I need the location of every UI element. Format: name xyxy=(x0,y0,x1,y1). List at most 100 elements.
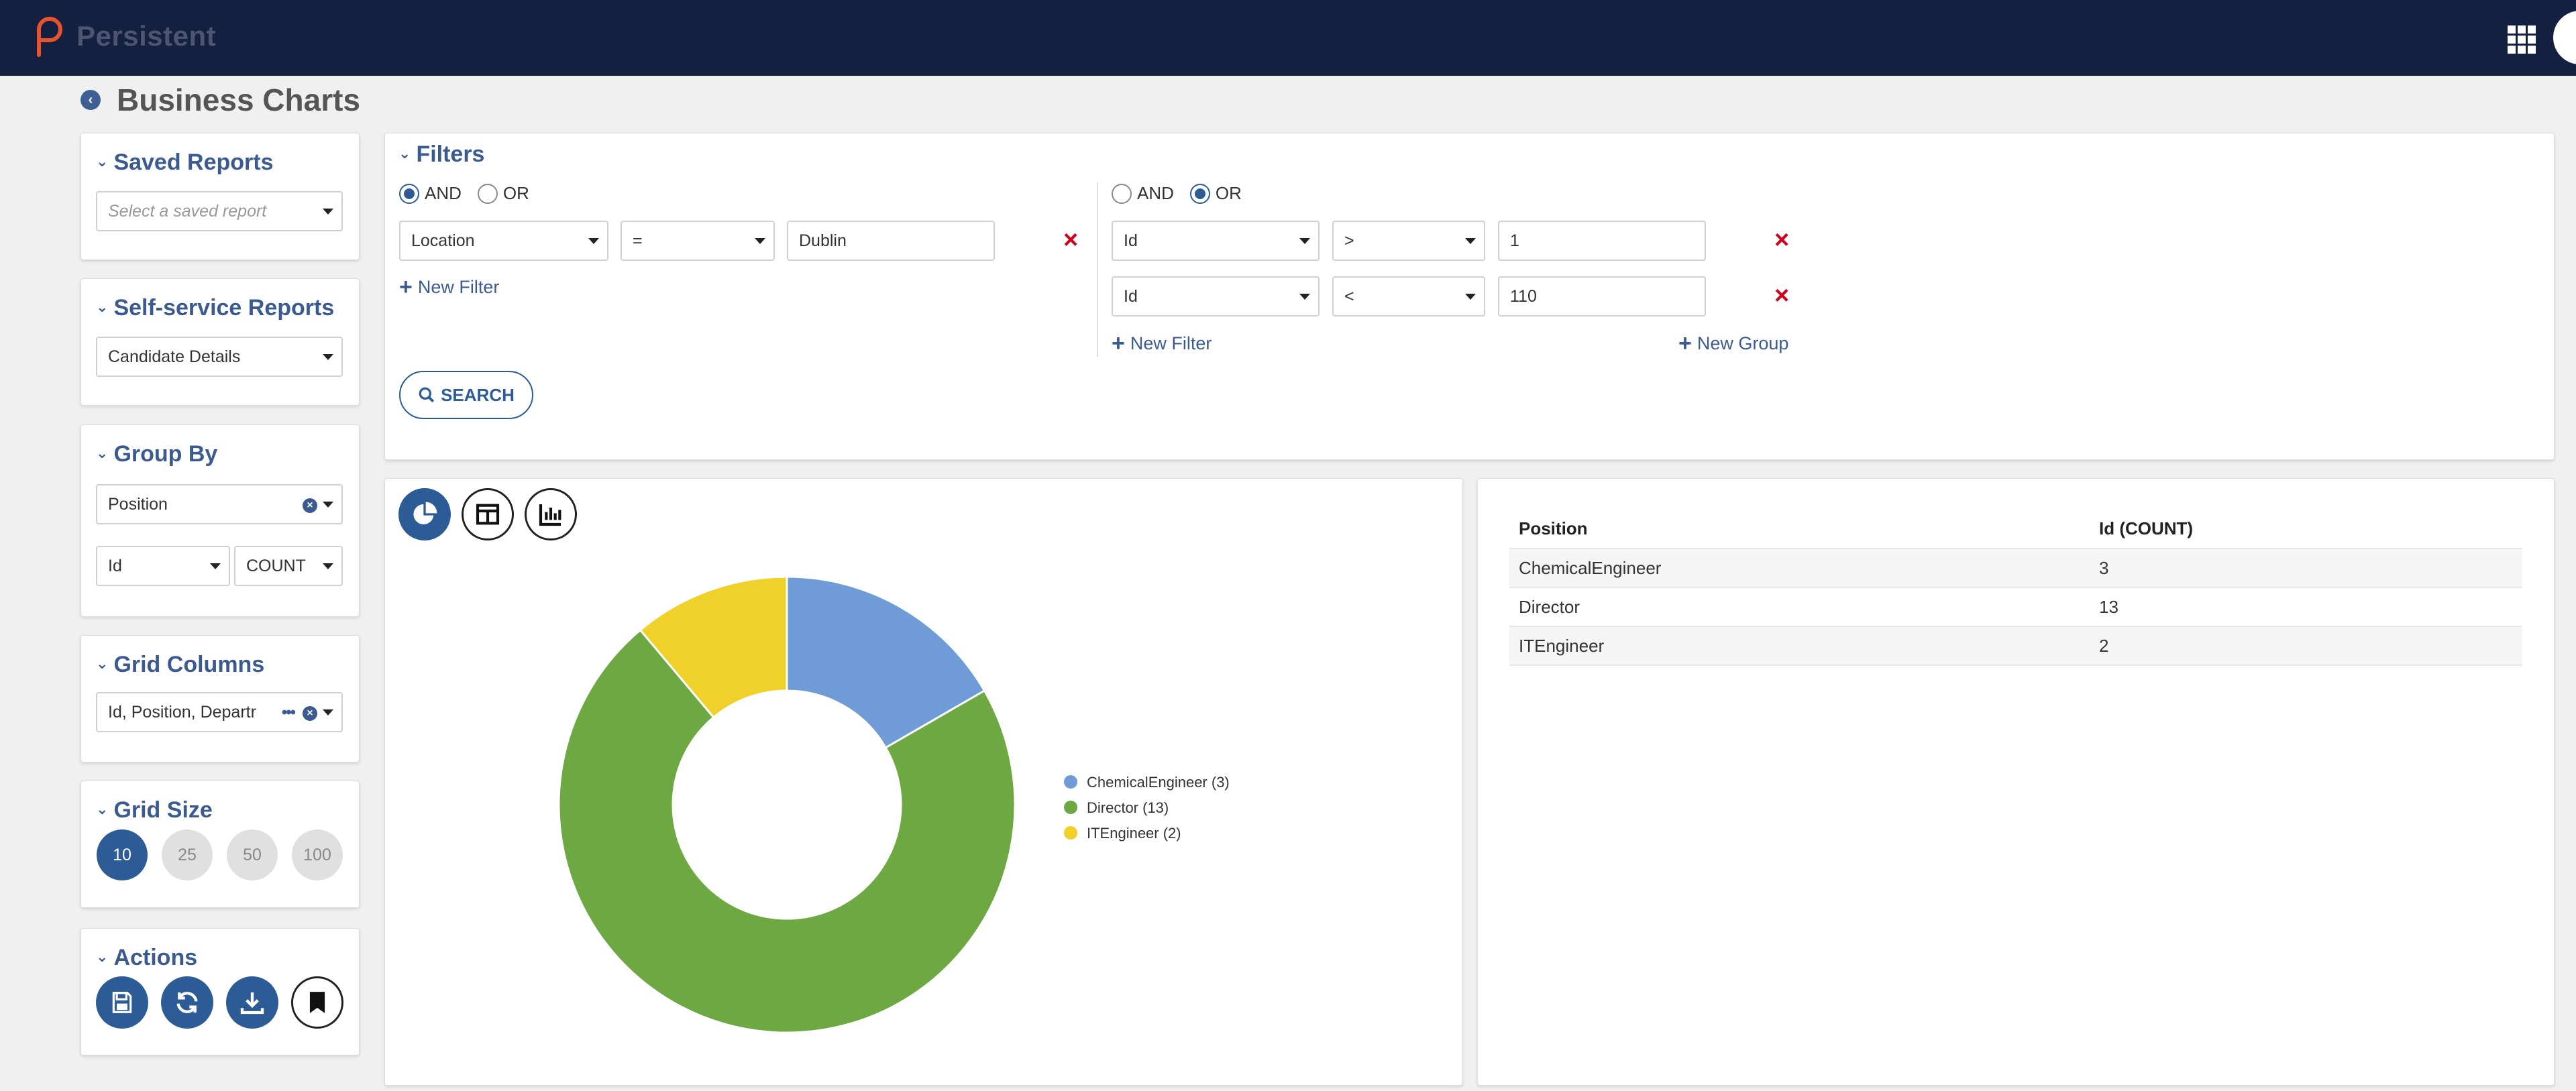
filter-group-divider xyxy=(1097,182,1098,357)
clear-icon[interactable]: × xyxy=(303,498,317,513)
group-by-header[interactable]: ⌄ Group By xyxy=(96,441,218,467)
caret-down-icon xyxy=(755,238,765,244)
left-group-logic: AND OR xyxy=(399,183,545,204)
grid-columns-card: ⌄ Grid Columns Id, Position, Departr ••• … xyxy=(80,635,360,762)
clear-icon[interactable]: × xyxy=(303,706,317,721)
remove-filter-icon[interactable]: × xyxy=(1774,226,1790,254)
caret-down-icon xyxy=(323,354,333,360)
legend-item[interactable]: ChemicalEngineer (3) xyxy=(1087,774,1230,791)
avatar[interactable] xyxy=(2553,11,2576,64)
grid-size-50-button[interactable]: 50 xyxy=(227,829,278,880)
chevron-down-icon: ⌄ xyxy=(96,298,109,315)
legend-swatch xyxy=(1064,826,1077,840)
grid-size-100-button[interactable]: 100 xyxy=(292,829,343,880)
bar-chart-button[interactable] xyxy=(525,488,577,540)
saved-reports-header[interactable]: ⌄ Saved Reports xyxy=(96,150,274,175)
caret-down-icon xyxy=(588,238,599,244)
column-header-count[interactable]: Id (COUNT) xyxy=(2090,510,2522,549)
group-filter-field-select-2[interactable]: Id xyxy=(1112,276,1320,317)
grid-size-25-button[interactable]: 25 xyxy=(162,829,213,880)
saved-reports-card: ⌄ Saved Reports Select a saved report xyxy=(80,133,360,260)
chevron-down-icon: ⌄ xyxy=(398,144,411,162)
self-service-select[interactable]: Candidate Details xyxy=(96,337,343,377)
bookmark-icon xyxy=(309,992,325,1013)
page-title: Business Charts xyxy=(117,82,361,117)
pie-chart-icon xyxy=(413,502,437,524)
brand-name: Persistent xyxy=(76,20,217,52)
search-button[interactable]: SEARCH xyxy=(399,371,533,419)
bookmark-button[interactable] xyxy=(291,976,343,1029)
caret-down-icon xyxy=(323,209,333,215)
filter-field-select[interactable]: Location xyxy=(399,221,608,261)
remove-filter-icon[interactable]: × xyxy=(1063,226,1079,254)
group-filter-value-input-2[interactable]: 110 xyxy=(1498,276,1706,317)
table-cell: 13 xyxy=(2090,587,2522,627)
filters-header[interactable]: ⌄ Filters xyxy=(398,141,485,167)
group-by-card: ⌄ Group By Position × Id COUNT xyxy=(80,424,360,617)
download-button[interactable] xyxy=(226,976,278,1029)
aggregate-select[interactable]: COUNT xyxy=(234,546,343,586)
right-and-radio[interactable] xyxy=(1112,183,1132,204)
group-filter-value-input-1[interactable]: 1 xyxy=(1498,221,1706,261)
download-icon xyxy=(240,992,264,1015)
caret-down-icon xyxy=(1465,294,1476,300)
chevron-down-icon: ⌄ xyxy=(96,800,109,817)
caret-down-icon xyxy=(1465,238,1476,244)
actions-header[interactable]: ⌄ Actions xyxy=(96,945,198,970)
measure-select[interactable]: Id xyxy=(96,546,230,586)
brand-logo[interactable]: Persistent xyxy=(24,15,216,58)
pie-slice-itengineer[interactable] xyxy=(639,575,788,719)
table-cell: ITEngineer xyxy=(1509,626,2090,666)
more-icon: ••• xyxy=(281,703,296,722)
group-filter-operator-select-1[interactable]: > xyxy=(1332,221,1485,261)
filter-operator-select[interactable]: = xyxy=(621,221,775,261)
pie-slice-director[interactable] xyxy=(557,628,1016,1034)
legend-swatch xyxy=(1064,801,1077,814)
refresh-button[interactable] xyxy=(161,976,213,1029)
grid-columns-header[interactable]: ⌄ Grid Columns xyxy=(96,652,265,677)
table-view-button[interactable] xyxy=(462,488,514,540)
grid-size-header[interactable]: ⌄ Grid Size xyxy=(96,797,213,823)
new-filter-link[interactable]: + New Filter xyxy=(399,274,500,300)
grid-columns-select[interactable]: Id, Position, Departr ••• × xyxy=(96,692,343,732)
chevron-down-icon: ⌄ xyxy=(96,948,109,965)
page-header: ‹ Business Charts xyxy=(80,82,360,118)
bar-chart-icon xyxy=(539,504,561,526)
table-cell: 2 xyxy=(2090,626,2522,666)
new-group-link[interactable]: + New Group xyxy=(1678,331,1789,356)
search-icon xyxy=(419,387,435,403)
saved-report-select[interactable]: Select a saved report xyxy=(96,191,343,231)
grid-size-10-button[interactable]: 10 xyxy=(97,829,148,880)
right-or-radio[interactable] xyxy=(1189,183,1210,204)
pie-slice-chemicalengineer[interactable] xyxy=(786,575,986,750)
table-cell: Director xyxy=(1509,587,2090,627)
group-filter-operator-select-2[interactable]: < xyxy=(1332,276,1485,317)
table-cell: ChemicalEngineer xyxy=(1509,549,2090,588)
persistent-logo-icon xyxy=(37,17,62,57)
pie-chart-button[interactable] xyxy=(398,488,451,540)
table-cell: 3 xyxy=(2090,549,2522,588)
caret-down-icon xyxy=(323,563,333,569)
remove-filter-icon[interactable]: × xyxy=(1774,282,1790,310)
legend-item[interactable]: Director (13) xyxy=(1087,799,1169,816)
left-or-radio[interactable] xyxy=(477,183,498,204)
group-filter-field-select-1[interactable]: Id xyxy=(1112,221,1320,261)
chevron-down-icon: ⌄ xyxy=(96,152,109,170)
filter-value-input[interactable]: Dublin xyxy=(787,221,995,261)
self-service-header[interactable]: ⌄ Self-service Reports xyxy=(96,295,335,321)
donut-chart: ChemicalEngineer (3) Director (13) ITEngin… xyxy=(557,575,1230,1034)
back-icon[interactable]: ‹ xyxy=(80,90,101,110)
left-and-radio[interactable] xyxy=(399,183,419,204)
save-icon xyxy=(112,992,132,1013)
group-new-filter-link[interactable]: + New Filter xyxy=(1112,331,1212,356)
group-by-field-select[interactable]: Position × xyxy=(96,484,343,524)
apps-grid-icon[interactable] xyxy=(2508,25,2536,54)
results-table: Position Id (COUNT) ChemicalEngineer 3 D… xyxy=(1509,510,2522,666)
plus-icon: + xyxy=(1112,331,1125,356)
table-row: Director 13 xyxy=(1509,587,2522,627)
legend-swatch xyxy=(1064,775,1077,789)
column-header-position[interactable]: Position xyxy=(1509,510,2090,549)
legend-item[interactable]: ITEngineer (2) xyxy=(1087,825,1181,842)
self-service-card: ⌄ Self-service Reports Candidate Details xyxy=(80,278,360,406)
save-button[interactable] xyxy=(96,976,148,1029)
